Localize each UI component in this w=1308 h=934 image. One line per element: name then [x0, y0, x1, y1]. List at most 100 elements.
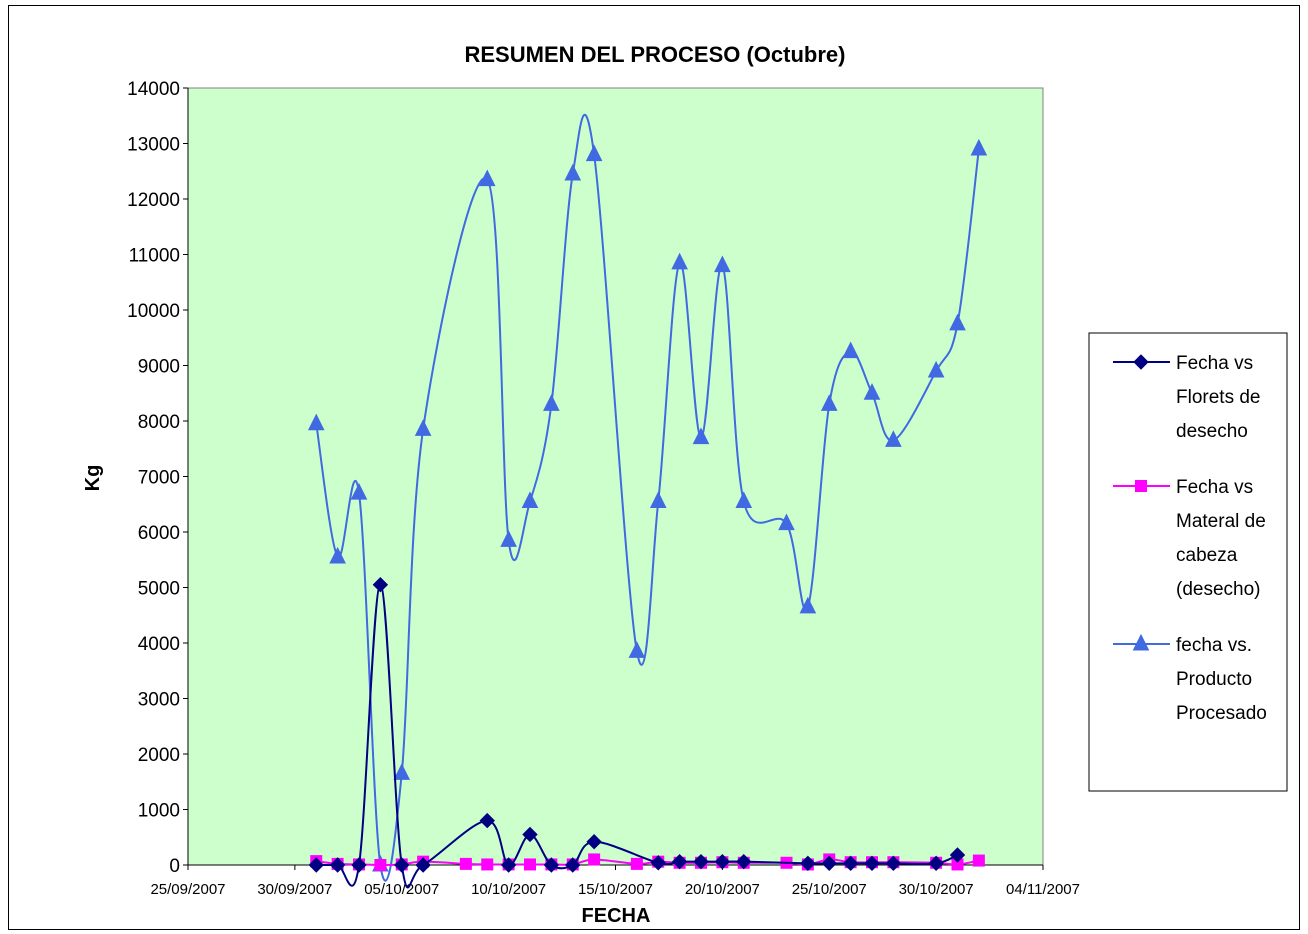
data-point: [928, 855, 944, 872]
y-tick-label: 9000: [138, 357, 180, 378]
data-point: [800, 855, 816, 872]
data-point: [351, 857, 367, 873]
x-tick-label: 25/09/2007: [150, 881, 225, 898]
y-tick-label: 3000: [138, 690, 180, 711]
y-tick-label: 12000: [127, 190, 180, 211]
y-tick-label: 11000: [129, 246, 180, 267]
data-point: [864, 855, 880, 872]
x-tick-label: 25/10/2007: [792, 881, 867, 898]
data-point: [543, 857, 560, 873]
data-point: [778, 513, 795, 531]
data-point: [735, 491, 753, 508]
legend-label: desecho: [1176, 421, 1248, 442]
y-axis-label: Kg: [82, 465, 104, 492]
data-point: [350, 483, 368, 500]
data-point: [842, 341, 859, 359]
data-point: [307, 413, 325, 431]
x-tick-label: 30/10/2007: [899, 881, 974, 898]
data-point: [949, 313, 966, 331]
legend-marker: [1133, 354, 1149, 370]
data-point: [564, 163, 582, 181]
data-point: [500, 530, 517, 547]
data-point: [885, 855, 902, 872]
data-point: [481, 858, 494, 871]
data-point: [821, 855, 837, 872]
y-tick-label: 13000: [127, 135, 180, 156]
legend-label: fecha vs.: [1176, 635, 1252, 656]
legend-label: Procesado: [1176, 703, 1267, 724]
data-point: [394, 857, 410, 873]
data-point: [586, 833, 602, 850]
data-point: [692, 427, 710, 445]
data-point: [521, 491, 539, 508]
legend-box: [1088, 332, 1288, 792]
data-point: [479, 812, 495, 829]
chart-title: RESUMEN DEL PROCESO (Octubre): [465, 42, 846, 67]
data-point: [374, 859, 387, 871]
legend-label: Florets de: [1176, 387, 1260, 408]
data-point: [500, 857, 517, 873]
y-tick-label: 8000: [138, 412, 180, 433]
data-point: [650, 855, 666, 871]
data-point: [524, 858, 536, 871]
data-point: [415, 857, 431, 873]
x-tick-label: 04/11/2007: [1006, 881, 1080, 898]
data-point: [478, 169, 496, 187]
series-triangle: [307, 113, 988, 882]
legend-label: Materal de: [1176, 511, 1266, 532]
data-point: [714, 853, 731, 870]
y-tick-label: 10000: [127, 301, 180, 322]
data-point: [628, 641, 646, 658]
data-point: [693, 853, 709, 870]
data-point: [842, 855, 859, 872]
data-point: [820, 394, 838, 411]
y-tick-label: 4000: [138, 634, 180, 655]
y-tick-label: 0: [169, 856, 180, 877]
y-tick-label: 6000: [138, 523, 180, 544]
data-point: [863, 383, 881, 400]
data-point: [630, 857, 643, 870]
data-point: [972, 854, 985, 867]
legend-label: Fecha vs: [1176, 477, 1253, 498]
data-point: [970, 138, 988, 156]
data-point: [949, 847, 966, 863]
y-tick-label: 1000: [138, 801, 180, 822]
legend-label: (desecho): [1176, 579, 1261, 600]
x-tick-label: 10/10/2007: [471, 881, 546, 898]
y-tick-label: 7000: [138, 468, 180, 489]
data-point: [927, 360, 945, 378]
data-point: [522, 826, 538, 843]
data-point: [585, 144, 603, 162]
legend-label: Producto: [1176, 669, 1252, 690]
legend-label: cabeza: [1176, 545, 1238, 566]
x-tick-label: 15/10/2007: [578, 881, 653, 898]
data-point: [414, 419, 432, 436]
y-tick-label: 14000: [127, 79, 180, 100]
data-point: [649, 491, 667, 508]
x-tick-label: 05/10/2007: [364, 881, 439, 898]
legend-label: Fecha vs: [1176, 353, 1253, 374]
plot-area: [187, 87, 1044, 866]
data-point: [736, 853, 752, 870]
axes: 0 1000 2000 3000 4000 5000 6000 7000 8000 9000 100…: [127, 79, 1080, 898]
y-tick-label: 5000: [138, 579, 180, 600]
data-point: [308, 857, 324, 873]
legend: Fecha vs Florets de desecho Fecha vs Materal…: [1088, 332, 1288, 792]
data-point: [714, 255, 731, 273]
data-point: [329, 857, 346, 873]
series-diamond: [308, 577, 966, 889]
y-tick-label: 2000: [138, 745, 180, 766]
x-tick-label: 20/10/2007: [685, 881, 760, 898]
data-point: [885, 430, 902, 447]
x-axis-label: FECHA: [582, 905, 651, 927]
data-point: [588, 853, 601, 866]
data-point: [372, 577, 389, 593]
data-point: [459, 857, 472, 870]
data-point: [329, 546, 346, 564]
data-point: [543, 394, 560, 411]
data-point: [393, 763, 411, 780]
data-point: [671, 252, 688, 270]
legend-marker: [1132, 633, 1150, 651]
legend-entry: Fecha vs Materal de cabeza (desecho): [1113, 477, 1266, 600]
